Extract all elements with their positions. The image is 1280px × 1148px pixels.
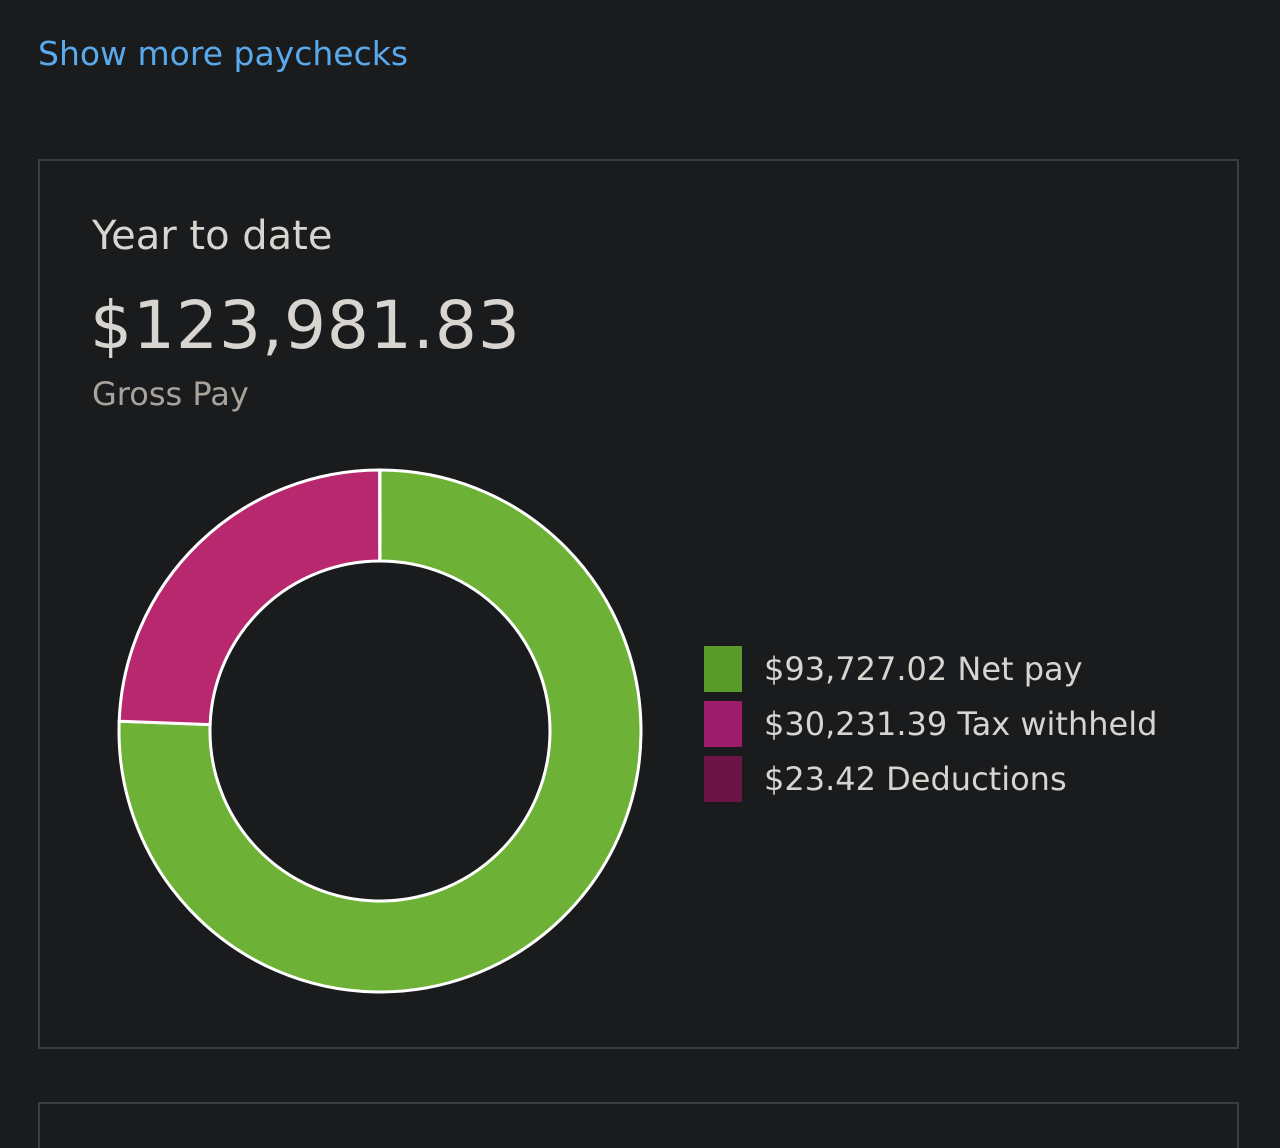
year-to-date-card: Year to date $123,981.83 Gross Pay $93,7… (38, 159, 1239, 1049)
pay-breakdown-donut-chart (117, 468, 643, 994)
legend-amount-net-pay: $93,727.02 (764, 649, 948, 688)
legend-label-tax-withheld: Tax withheld (957, 704, 1158, 743)
legend-item-tax-withheld: $30,231.39 Tax withheld (704, 696, 1157, 751)
show-more-paychecks-link[interactable]: Show more paychecks (38, 34, 409, 73)
legend-amount-deductions: $23.42 (764, 759, 876, 798)
legend-swatch-tax-withheld (704, 700, 742, 747)
legend-label-deductions: Deductions (886, 759, 1067, 798)
legend-item-deductions: $23.42 Deductions (704, 751, 1157, 806)
legend-amount-tax-withheld: $30,231.39 (764, 704, 948, 743)
legend-item-net-pay: $93,727.02 Net pay (704, 641, 1157, 696)
legend-label-net-pay: Net pay (957, 649, 1083, 688)
next-card (38, 1102, 1239, 1148)
gross-pay-label: Gross Pay (92, 375, 249, 413)
gross-pay-amount: $123,981.83 (90, 287, 521, 364)
donut-slice-tax-withheld (117, 468, 382, 727)
legend-swatch-net-pay (704, 645, 742, 692)
donut-slice-net-pay (117, 468, 643, 994)
chart-legend: $93,727.02 Net pay $30,231.39 Tax withhe… (704, 641, 1157, 806)
card-title: Year to date (92, 213, 333, 259)
legend-swatch-deductions (704, 755, 742, 802)
